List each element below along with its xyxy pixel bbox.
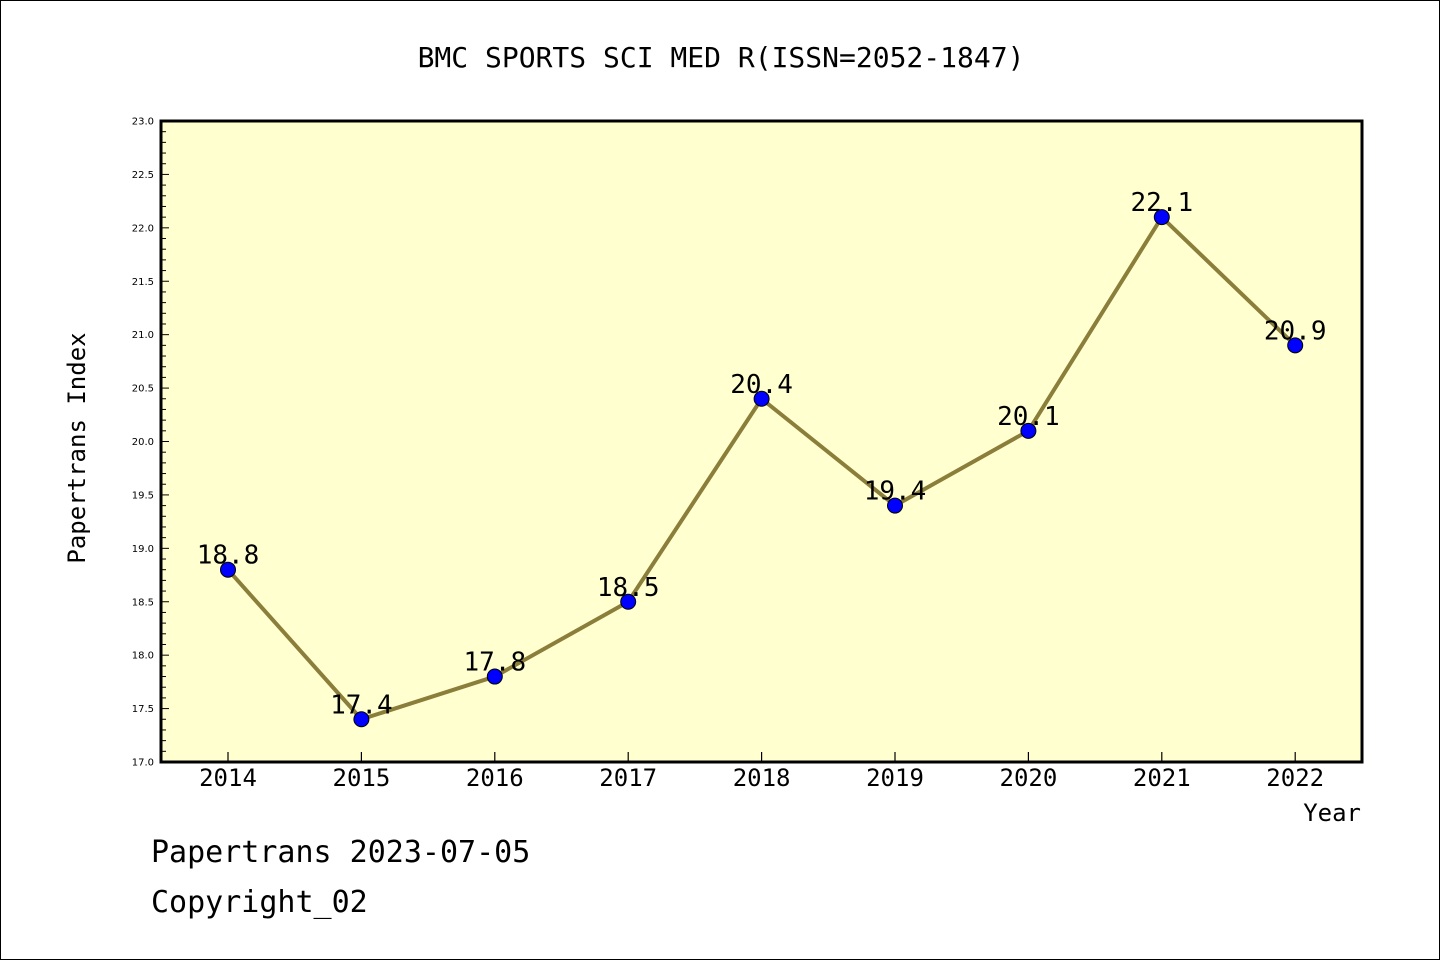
- y-tick-label: 17.5: [132, 704, 154, 715]
- y-axis-ticks: 17.0 17.5 18.0 18.5 19.0 19.5 20.0 20.5 21.0 21.5…: [132, 117, 154, 769]
- y-tick-label: 22.5: [132, 170, 154, 181]
- x-tick-label: 2018: [733, 764, 791, 792]
- plot-border: [159, 119, 1364, 764]
- data-point: [1020, 422, 1037, 439]
- data-point: [887, 497, 903, 514]
- data-point: [353, 711, 370, 728]
- y-tick-label: 21.5: [132, 277, 154, 288]
- y-tick-label: 21.0: [132, 330, 154, 341]
- data-point: [220, 561, 236, 578]
- chart-title: BMC SPORTS SCI MED R(ISSN=2052-1847): [418, 41, 1025, 74]
- y-tick-label: 20.0: [132, 437, 154, 448]
- x-tick-label: 2016: [466, 764, 524, 792]
- x-tick-label: 2021: [1133, 764, 1191, 792]
- data-point: [486, 668, 503, 685]
- data-label: 22.1: [1130, 188, 1193, 218]
- footer-copyright: Copyright_02: [151, 885, 368, 920]
- data-label: 18.8: [197, 541, 260, 571]
- y-tick-label: 20.5: [132, 384, 154, 395]
- x-tick-label: 2017: [599, 764, 657, 792]
- data-label: 19.4: [864, 477, 927, 507]
- data-label: 17.4: [330, 690, 393, 720]
- y-axis-label: Papertrans Index: [63, 332, 91, 563]
- x-tick-label: 2015: [333, 764, 391, 792]
- data-point: [620, 593, 637, 610]
- data-label: 17.8: [463, 648, 526, 678]
- y-tick-label: 18.0: [132, 651, 154, 662]
- y-tick-label: 17.0: [132, 758, 154, 769]
- x-tick-label: 2019: [866, 764, 924, 792]
- y-tick-label: 19.0: [132, 544, 154, 555]
- y-tick-label: 19.5: [132, 490, 154, 501]
- data-labels: 18.8 17.4 17.8 18.5 20.4 19.4 20.1 22.1 20.9: [197, 188, 1327, 720]
- x-axis-label: Year: [1303, 799, 1361, 827]
- data-point: [1153, 209, 1170, 226]
- data-label: 20.9: [1264, 316, 1327, 346]
- data-label: 20.4: [730, 370, 793, 400]
- x-axis-ticks: 2014 2015 2016 2017 2018 2019 2020 2021 2022: [199, 752, 1324, 792]
- plot-area: [161, 121, 1362, 762]
- y-tick-label: 23.0: [132, 117, 154, 128]
- data-point: [1287, 337, 1304, 354]
- x-tick-label: 2014: [199, 764, 257, 792]
- data-points: [220, 209, 1304, 728]
- footer-date: Papertrans 2023-07-05: [151, 835, 531, 870]
- data-point: [753, 390, 770, 407]
- data-label: 20.1: [997, 402, 1060, 432]
- y-tick-label: 18.5: [132, 597, 154, 608]
- data-label: 18.5: [597, 573, 660, 603]
- y-tick-label: 22.0: [132, 223, 154, 234]
- x-tick-label: 2022: [1266, 764, 1324, 792]
- x-tick-label: 2020: [1000, 764, 1058, 792]
